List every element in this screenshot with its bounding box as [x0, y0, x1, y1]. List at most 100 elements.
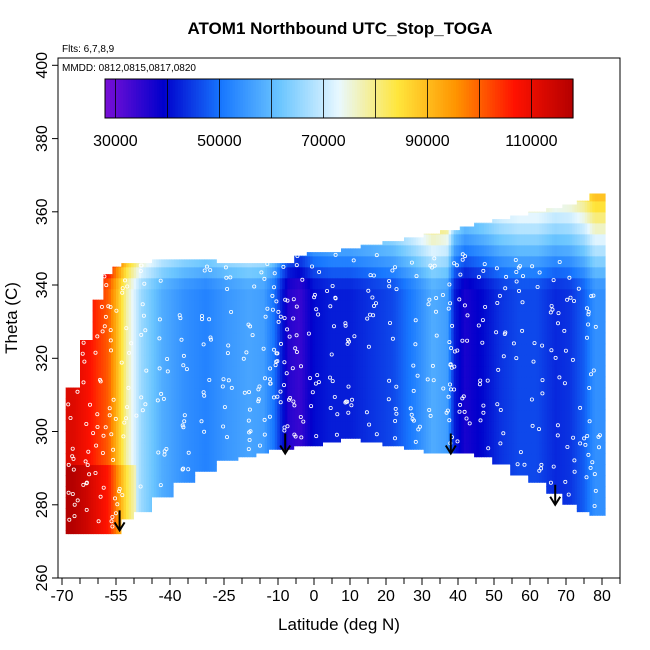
heatmap-cell [395, 193, 399, 202]
heatmap-cell [113, 365, 117, 378]
heatmap-cell [191, 365, 195, 378]
heatmap-cell [247, 179, 250, 191]
heatmap-cell [410, 519, 414, 531]
heatmap-cell [239, 508, 243, 521]
heatmap-cell [347, 530, 351, 535]
heatmap-cell [214, 332, 218, 345]
heatmap-cell [108, 222, 112, 235]
heatmap-cell [116, 354, 120, 367]
heatmap-cell [350, 277, 354, 290]
heatmap-cell [408, 464, 412, 477]
heatmap-cell [179, 321, 183, 334]
heatmap-cell [249, 420, 253, 433]
heatmap-cell [408, 233, 412, 246]
heatmap-cell [98, 343, 102, 356]
heatmap-cell [340, 288, 344, 301]
heatmap-cell [93, 365, 97, 378]
heatmap-cell [413, 299, 417, 312]
heatmap-cell [156, 343, 160, 356]
heatmap-cell [234, 332, 238, 345]
heatmap-cell [438, 409, 442, 422]
heatmap-cell [90, 255, 94, 268]
heatmap-cell [312, 486, 316, 499]
heatmap-cell [196, 321, 200, 334]
heatmap-cell [95, 409, 99, 422]
heatmap-cell [443, 508, 447, 521]
heatmap-cell [234, 244, 238, 257]
heatmap-cell [370, 497, 374, 510]
heatmap-cell [428, 343, 432, 356]
heatmap-cell [418, 376, 422, 389]
heatmap-cell [173, 193, 178, 202]
heatmap-cell [347, 288, 351, 301]
heatmap-cell [123, 299, 127, 312]
heatmap-cell [317, 365, 321, 378]
heatmap-cell [431, 277, 435, 290]
heatmap-cell [312, 420, 316, 433]
heatmap-cell [365, 343, 369, 356]
heatmap-cell [385, 299, 389, 312]
heatmap-cell [173, 211, 178, 224]
heatmap-cell [292, 387, 296, 400]
heatmap-cell [100, 332, 104, 345]
heatmap-cell [264, 332, 268, 345]
heatmap-cell [179, 277, 183, 290]
heatmap-cell [168, 365, 173, 378]
heatmap-cell [184, 387, 188, 400]
heatmap-cell [211, 365, 215, 378]
heatmap-cell [153, 464, 157, 477]
heatmap-cell [231, 497, 236, 510]
heatmap-cell [128, 486, 132, 499]
heatmap-cell [415, 244, 419, 257]
heatmap-cell [443, 321, 447, 334]
heatmap-cell [337, 464, 341, 477]
heatmap-cell [211, 453, 215, 466]
heatmap-cell [163, 266, 167, 279]
heatmap-cell [244, 475, 248, 488]
heatmap-cell [103, 233, 107, 246]
heatmap-cell [375, 288, 379, 301]
heatmap-cell [146, 332, 150, 345]
heatmap-cell [184, 193, 188, 202]
heatmap-cell [425, 244, 430, 257]
heatmap-cell [184, 530, 188, 535]
heatmap-cell [310, 508, 314, 521]
heatmap-cell [320, 530, 324, 535]
heatmap-cell [405, 431, 409, 444]
heatmap-cell [360, 387, 364, 400]
heatmap-cell [133, 244, 137, 257]
heatmap-cell [136, 486, 140, 499]
heatmap-cell [383, 266, 387, 279]
heatmap-cell [95, 475, 99, 488]
heatmap-cell [294, 200, 299, 213]
heatmap-cell [131, 332, 135, 345]
heatmap-cell [290, 179, 293, 191]
heatmap-cell [279, 222, 283, 235]
heatmap-cell [342, 486, 346, 499]
heatmap-cell [264, 211, 268, 224]
heatmap-cell [264, 193, 268, 202]
heatmap-cell [390, 453, 394, 466]
heatmap-cell [259, 277, 263, 290]
heatmap-cell [368, 453, 372, 466]
heatmap-cell [368, 365, 372, 378]
heatmap-cell [161, 179, 164, 191]
heatmap-cell [83, 266, 87, 279]
heatmap-cell [408, 365, 412, 378]
heatmap-cell [214, 179, 217, 191]
heatmap-cell [139, 179, 142, 191]
heatmap-cell [206, 193, 210, 202]
heatmap-cell [249, 519, 253, 531]
heatmap-cell [168, 266, 173, 279]
heatmap-cell [267, 343, 271, 356]
heatmap-cell [287, 277, 291, 290]
heatmap-cell [282, 409, 286, 422]
heatmap-cell [398, 193, 402, 202]
heatmap-cell [78, 453, 82, 466]
heatmap-cell [383, 431, 387, 444]
heatmap-cell [166, 530, 170, 535]
heatmap-cell [400, 255, 404, 268]
heatmap-cell [209, 299, 213, 312]
heatmap-cell [146, 398, 150, 411]
heatmap-cell [105, 211, 110, 224]
